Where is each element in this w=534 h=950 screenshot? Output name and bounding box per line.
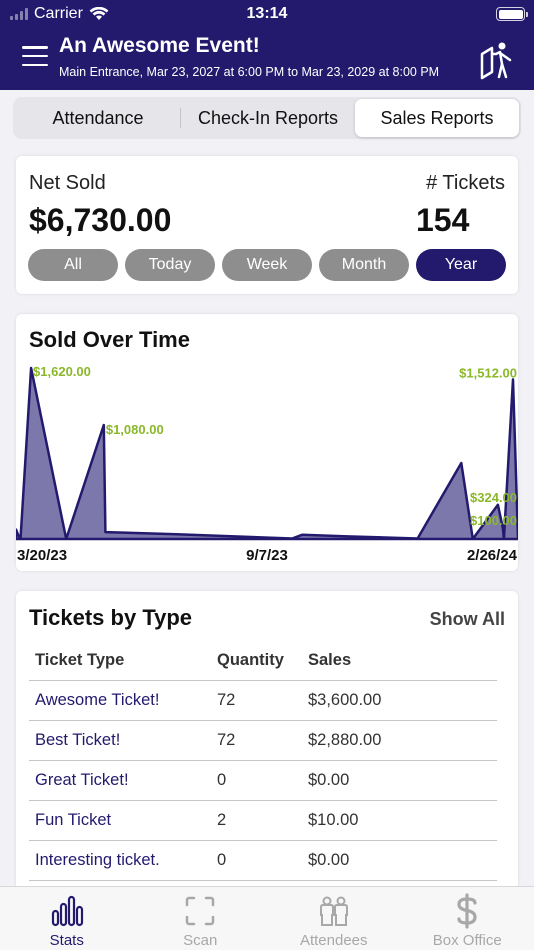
scan-frame-icon: [186, 896, 215, 926]
x-tick-label: 9/7/23: [246, 547, 288, 564]
col-sales: Sales: [308, 651, 352, 669]
sales-cell: $0.00: [308, 771, 350, 789]
tab-stats-label: Stats: [49, 932, 84, 949]
sales-area-series: [16, 366, 518, 541]
dollar-icon: [457, 893, 477, 929]
hamburger-menu-icon[interactable]: [22, 46, 48, 66]
range-year-button[interactable]: Year: [416, 249, 506, 281]
report-segmented-control: Attendance Check-In Reports Sales Report…: [13, 97, 521, 139]
battery-icon: [496, 7, 528, 21]
tab-attendance-label: Attendance: [52, 107, 144, 128]
quantity-cell: 72: [217, 731, 236, 749]
tab-attendees-label: Attendees: [299, 932, 368, 949]
sold-over-time-chart: $1,620.00 $1,080.00 $324.00 $100.00 $1,512.0…: [16, 364, 518, 564]
tab-stats[interactable]: Stats: [0, 887, 134, 950]
tickets-count-label: # Tickets: [426, 172, 505, 194]
sales-cell: $2,880.00: [308, 731, 382, 749]
data-label: $324.00: [470, 490, 517, 505]
range-month-button[interactable]: Month: [319, 249, 409, 281]
bottom-tab-bar: Stats Scan Attendees: [0, 886, 534, 950]
tab-box-office[interactable]: Box Office: [401, 887, 534, 950]
event-subtitle: Main Entrance, Mar 23, 2027 at 6:00 PM t…: [59, 65, 440, 79]
quantity-cell: 2: [217, 811, 227, 829]
data-label: $100.00: [470, 513, 517, 528]
x-tick-label: 3/20/23: [17, 547, 67, 564]
carrier-label: Carrier: [34, 5, 83, 22]
tab-scan[interactable]: Scan: [134, 887, 268, 950]
attendees-icon: [319, 896, 348, 926]
sales-cell: $10.00: [308, 811, 359, 829]
table-row[interactable]: Interesting ticket. 0 $0.00: [29, 841, 497, 881]
data-label: $1,512.00: [459, 365, 517, 380]
quantity-cell: 0: [217, 771, 227, 789]
tickets-count-value: 154: [416, 202, 470, 238]
ticket-type-cell: Fun Ticket: [35, 811, 112, 829]
app-header: Carrier 13:14 An Awesome Event! Main Ent…: [0, 0, 534, 90]
col-ticket-type: Ticket Type: [35, 651, 125, 669]
sold-over-time-card: $1,620.00 $1,080.00 $324.00 $100.00 $1,512.0…: [16, 314, 518, 571]
ticket-type-cell: Awesome Ticket!: [35, 691, 160, 709]
table-header: Ticket Type Quantity Sales: [29, 641, 497, 681]
tab-attendees[interactable]: Attendees: [267, 887, 401, 950]
sales-cell: $0.00: [308, 851, 350, 869]
quantity-cell: 72: [217, 691, 236, 709]
ticket-type-cell: Interesting ticket.: [35, 851, 160, 869]
table-row[interactable]: Fun Ticket 2 $10.00: [29, 801, 497, 841]
chart-title: Sold Over Time: [29, 327, 190, 352]
wifi-icon: [89, 7, 109, 20]
tickets-by-type-card: Tickets by Type Show All Ticket Type Qua…: [16, 591, 518, 891]
tickets-by-type-title: Tickets by Type: [29, 605, 193, 630]
tab-attendance[interactable]: Attendance: [15, 99, 181, 137]
segment-divider: [180, 108, 181, 128]
tab-check-in-reports-label: Check-In Reports: [197, 107, 339, 128]
tab-check-in-reports[interactable]: Check-In Reports: [181, 99, 355, 137]
table-row[interactable]: Best Ticket! 72 $2,880.00: [29, 721, 497, 761]
tab-box-office-label: Box Office: [432, 932, 502, 949]
tab-sales-reports-label: Sales Reports: [380, 107, 494, 128]
status-bar: Carrier 13:14: [0, 0, 534, 28]
sales-cell: $3,600.00: [308, 691, 382, 709]
stats-bars-icon: [51, 895, 83, 927]
range-week-button[interactable]: Week: [222, 249, 312, 281]
net-sold-label: Net Sold: [29, 172, 106, 194]
col-quantity: Quantity: [217, 651, 284, 669]
data-label: $1,620.00: [33, 364, 91, 379]
tab-sales-reports[interactable]: Sales Reports: [355, 99, 519, 137]
tab-scan-label: Scan: [183, 932, 218, 949]
tickets-table: Ticket Type Quantity Sales Awesome Ticke…: [29, 641, 497, 881]
ticket-type-cell: Great Ticket!: [35, 771, 129, 789]
table-row[interactable]: Great Ticket! 0 $0.00: [29, 761, 497, 801]
range-today-button[interactable]: Today: [125, 249, 215, 281]
carrier-info: Carrier: [10, 5, 109, 23]
quantity-cell: 0: [217, 851, 227, 869]
ticket-type-cell: Best Ticket!: [35, 731, 121, 749]
range-all-button[interactable]: All: [28, 249, 118, 281]
signal-icon: [10, 8, 28, 20]
net-sold-value: $6,730.00: [29, 202, 172, 238]
table-row[interactable]: Awesome Ticket! 72 $3,600.00: [29, 681, 497, 721]
show-all-link[interactable]: Show All: [429, 609, 505, 629]
x-tick-label: 2/26/24: [467, 547, 518, 564]
sales-summary-card: Net Sold # Tickets $6,730.00 154 All Tod…: [16, 156, 518, 294]
event-title: An Awesome Event!: [59, 34, 260, 57]
date-range-selector: All Today Week Month Year: [28, 249, 506, 281]
clock: 13:14: [246, 5, 288, 22]
data-label: $1,080.00: [106, 422, 164, 437]
kiosk-mode-icon[interactable]: [478, 40, 514, 80]
